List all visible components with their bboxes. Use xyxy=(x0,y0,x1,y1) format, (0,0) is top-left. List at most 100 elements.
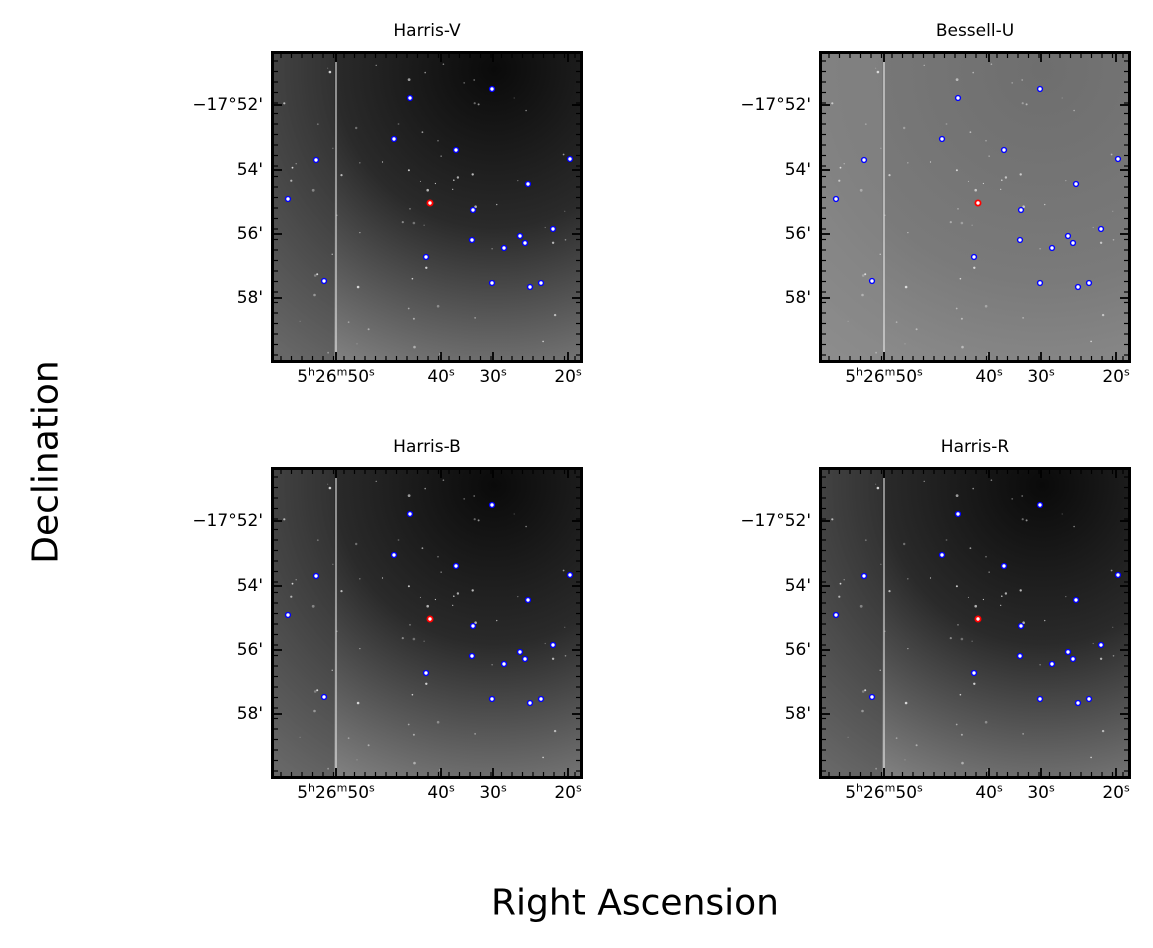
comparison-star-marker xyxy=(954,510,962,518)
ra-tick-label: 20s xyxy=(554,781,582,803)
comparison-star-marker xyxy=(954,94,962,102)
background-star xyxy=(311,604,315,608)
background-star xyxy=(356,343,358,345)
comparison-star-marker xyxy=(469,206,477,214)
background-star xyxy=(859,604,863,608)
comparison-star-marker xyxy=(422,669,430,677)
background-star xyxy=(876,486,880,490)
background-star xyxy=(401,637,404,640)
comparison-star-marker xyxy=(526,283,534,291)
background-star xyxy=(426,188,429,192)
background-star xyxy=(517,596,519,598)
background-star xyxy=(407,585,410,588)
star-field xyxy=(274,54,580,360)
star-field xyxy=(274,470,580,776)
background-star xyxy=(491,248,493,250)
background-star xyxy=(1000,188,1002,190)
comparison-star-marker xyxy=(390,135,398,143)
background-star xyxy=(955,723,958,726)
background-star xyxy=(316,689,319,692)
background-star xyxy=(525,525,527,528)
comparison-star-marker xyxy=(868,693,876,701)
background-star xyxy=(553,729,557,733)
background-star xyxy=(971,640,973,642)
background-star xyxy=(864,539,867,542)
comparison-star-marker xyxy=(516,232,524,240)
background-star xyxy=(313,274,317,277)
background-star xyxy=(421,131,424,134)
background-star xyxy=(425,266,428,269)
background-star xyxy=(381,577,384,579)
image-panel: Harris-R −17°52' 54' 56' 58' 5h26m50s 40s 30s 20… xyxy=(740,437,1131,803)
background-star xyxy=(1021,495,1024,497)
target-star-marker xyxy=(426,199,434,207)
dec-tick-label: 56' xyxy=(784,640,811,660)
comparison-star-marker xyxy=(1048,660,1056,668)
background-star xyxy=(473,102,476,105)
background-star xyxy=(564,655,567,657)
background-star xyxy=(1022,733,1024,735)
background-star xyxy=(974,604,977,608)
background-star xyxy=(923,64,925,66)
background-star xyxy=(1044,619,1046,622)
background-star xyxy=(1101,729,1105,733)
background-star xyxy=(861,690,865,693)
background-star xyxy=(412,317,415,320)
dec-tick-label: 58' xyxy=(236,288,263,308)
background-star xyxy=(525,109,527,112)
background-star xyxy=(929,577,932,579)
comparison-star-marker xyxy=(549,225,557,233)
background-star xyxy=(1090,756,1092,759)
background-star xyxy=(888,590,891,593)
sky-image xyxy=(819,51,1131,363)
background-star xyxy=(904,759,906,761)
comparison-star-marker xyxy=(500,660,508,668)
background-star xyxy=(843,579,845,581)
background-star xyxy=(453,179,455,181)
background-star xyxy=(453,595,455,597)
sky-background xyxy=(274,470,580,776)
background-star xyxy=(1061,513,1063,515)
background-star xyxy=(1073,109,1075,112)
ra-tick-label: 40s xyxy=(427,365,455,387)
background-star xyxy=(336,214,338,217)
ra-tick-label: 30s xyxy=(479,781,507,803)
edge-strip xyxy=(274,470,334,776)
background-star xyxy=(1022,205,1025,208)
background-star xyxy=(875,483,877,485)
background-star xyxy=(839,582,842,585)
background-star xyxy=(1025,103,1028,106)
background-star xyxy=(982,182,984,185)
background-star xyxy=(471,589,474,592)
background-star xyxy=(436,304,440,308)
background-star xyxy=(551,657,555,660)
background-star xyxy=(434,182,436,185)
background-star xyxy=(847,320,849,322)
sky-background xyxy=(822,470,1128,776)
background-star xyxy=(1004,176,1008,179)
comparison-star-marker xyxy=(1114,571,1122,579)
ra-tick-label: 5h26m50s xyxy=(297,781,375,803)
background-star xyxy=(949,221,952,224)
background-star xyxy=(359,162,361,164)
background-star xyxy=(463,82,466,84)
background-star xyxy=(442,63,445,65)
background-star xyxy=(1065,596,1067,598)
dec-tick-label: 58' xyxy=(784,288,811,308)
star-field xyxy=(822,54,1128,360)
background-star xyxy=(401,221,404,224)
comparison-star-marker xyxy=(1000,146,1008,154)
comparison-star-marker xyxy=(1017,206,1025,214)
background-star xyxy=(903,542,906,546)
background-star xyxy=(859,188,863,192)
comparison-star-marker xyxy=(1072,596,1080,604)
background-star xyxy=(957,624,959,626)
background-star xyxy=(864,689,867,692)
comparison-star-marker xyxy=(832,611,840,619)
background-star xyxy=(397,123,400,125)
background-star xyxy=(990,479,993,481)
comparison-star-marker xyxy=(566,155,574,163)
background-star xyxy=(904,343,906,345)
background-star xyxy=(407,307,410,310)
background-star xyxy=(1001,595,1003,597)
